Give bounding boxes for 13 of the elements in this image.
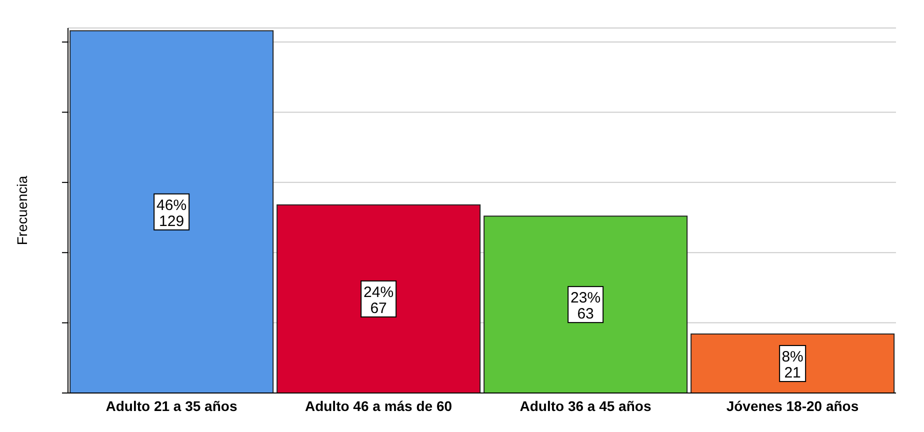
data-label: 24% 67: [364, 284, 394, 317]
data-label: 8% 21: [782, 348, 804, 382]
x-tick-label: Adulto 36 a 45 años: [520, 398, 652, 414]
data-label: 23% 63: [570, 290, 601, 323]
y-axis-title: Frecuencia: [14, 176, 30, 246]
x-tick-label: Adulto 46 a más de 60: [304, 398, 452, 414]
bar: [690, 334, 895, 393]
data-label: 46% 129: [156, 196, 187, 230]
x-tick-label: Jóvenes 18-20 años: [726, 398, 859, 414]
bar: [484, 216, 688, 393]
x-tick-label: Adulto 21 a 35 años: [106, 398, 238, 414]
bar: [70, 30, 274, 393]
bar: [276, 204, 481, 393]
